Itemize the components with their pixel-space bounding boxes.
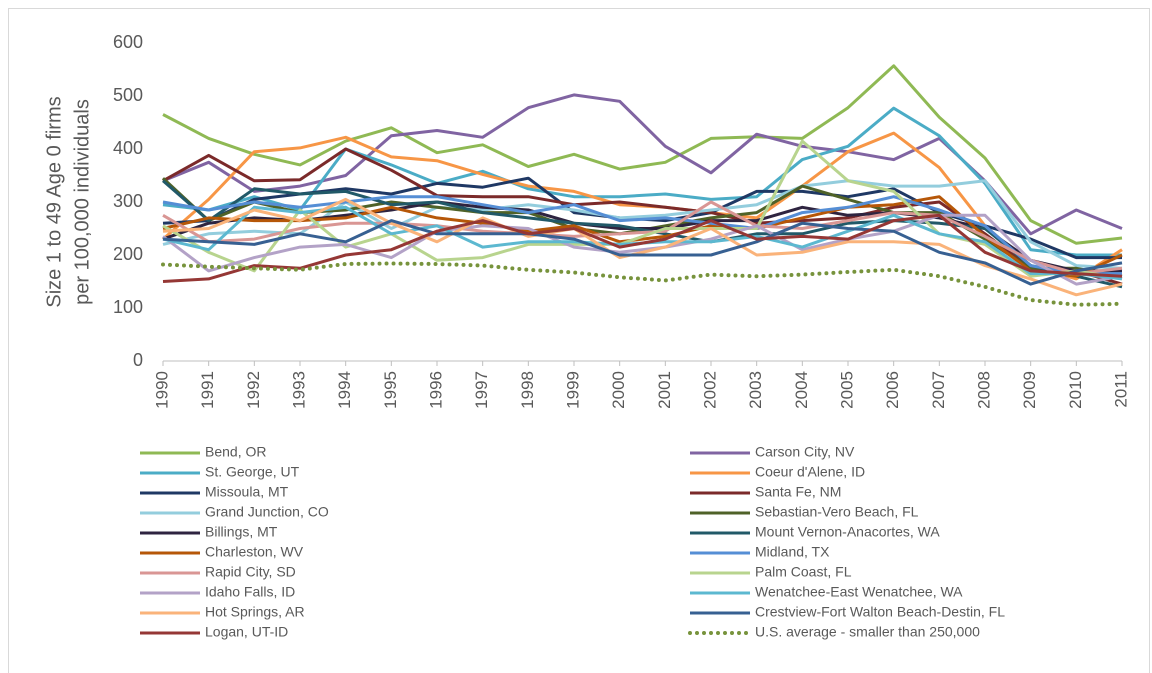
y-tick-label: 500 [113, 85, 143, 105]
legend-label: Sebastian-Vero Beach, FL [755, 504, 919, 520]
y-tick-label: 400 [113, 138, 143, 158]
legend-label: Crestview-Fort Walton Beach-Destin, FL [755, 604, 1005, 620]
y-axis-title: per 100,000 individuals [71, 99, 93, 305]
x-tick-label: 2003 [746, 371, 765, 409]
x-tick-label: 2010 [1066, 371, 1085, 409]
x-tick-label: 2008 [974, 371, 993, 409]
series-line [162, 195, 1122, 276]
x-tick-label: 1996 [426, 371, 445, 409]
legend-label: Santa Fe, NM [755, 484, 841, 500]
x-tick-label: 2000 [609, 371, 628, 409]
legend-label: Midland, TX [755, 544, 830, 560]
series-line [162, 64, 1123, 245]
x-tick-label: 1990 [152, 371, 171, 409]
x-tick-label: 1993 [289, 371, 308, 409]
x-tick-label: 2011 [1111, 371, 1130, 408]
x-tick-label: 2004 [792, 371, 811, 409]
legend-label: Wenatchee-East Wenatchee, WA [755, 584, 963, 600]
y-tick-label: 0 [133, 350, 143, 370]
y-tick-label: 600 [113, 32, 143, 52]
legend-label: Billings, MT [205, 524, 278, 540]
series-line [162, 106, 1122, 257]
legend-label: Idaho Falls, ID [205, 584, 295, 600]
legend-label: Hot Springs, AR [205, 604, 305, 620]
y-tick-label: 100 [113, 297, 143, 317]
x-tick-label: 1998 [518, 371, 537, 409]
y-axis-title: Size 1 to 49 Age 0 firms [43, 96, 65, 307]
series-line [162, 213, 1123, 283]
x-tick-label: 2001 [655, 371, 674, 409]
x-tick-label: 1997 [472, 371, 491, 409]
x-tick-label: 1991 [198, 371, 217, 409]
x-tick-label: 1994 [335, 371, 354, 409]
y-tick-label: 200 [113, 244, 143, 264]
chart-frame [8, 8, 1150, 673]
x-tick-label: 1999 [563, 371, 582, 409]
y-tick-label: 300 [113, 191, 143, 211]
legend-label: Carson City, NV [755, 444, 855, 460]
x-tick-label: 2002 [700, 371, 719, 409]
legend-label: Logan, UT-ID [205, 624, 288, 640]
x-tick-label: 2009 [1020, 371, 1039, 409]
legend-label: Rapid City, SD [205, 564, 296, 580]
legend-label: U.S. average - smaller than 250,000 [755, 624, 980, 640]
series-line [162, 197, 1123, 297]
x-tick-label: 2007 [929, 371, 948, 409]
x-tick-label: 1992 [244, 371, 263, 409]
series-line [162, 213, 1123, 286]
legend-label: Bend, OR [205, 444, 266, 460]
series-line [162, 219, 1123, 286]
legend-label: Charleston, WV [205, 544, 304, 560]
series-line [162, 200, 1123, 276]
x-tick-label: 1995 [381, 371, 400, 409]
legend-label: Palm Coast, FL [755, 564, 852, 580]
legend-label: Grand Junction, CO [205, 504, 329, 520]
series-line [161, 261, 1124, 307]
legend-label: Mount Vernon-Anacortes, WA [755, 524, 940, 540]
x-tick-label: 2005 [837, 371, 856, 409]
legend-label: Missoula, MT [205, 484, 289, 500]
legend-label: Coeur d'Alene, ID [755, 464, 865, 480]
x-tick-label: 2006 [883, 371, 902, 409]
legend-label: St. George, UT [205, 464, 300, 480]
